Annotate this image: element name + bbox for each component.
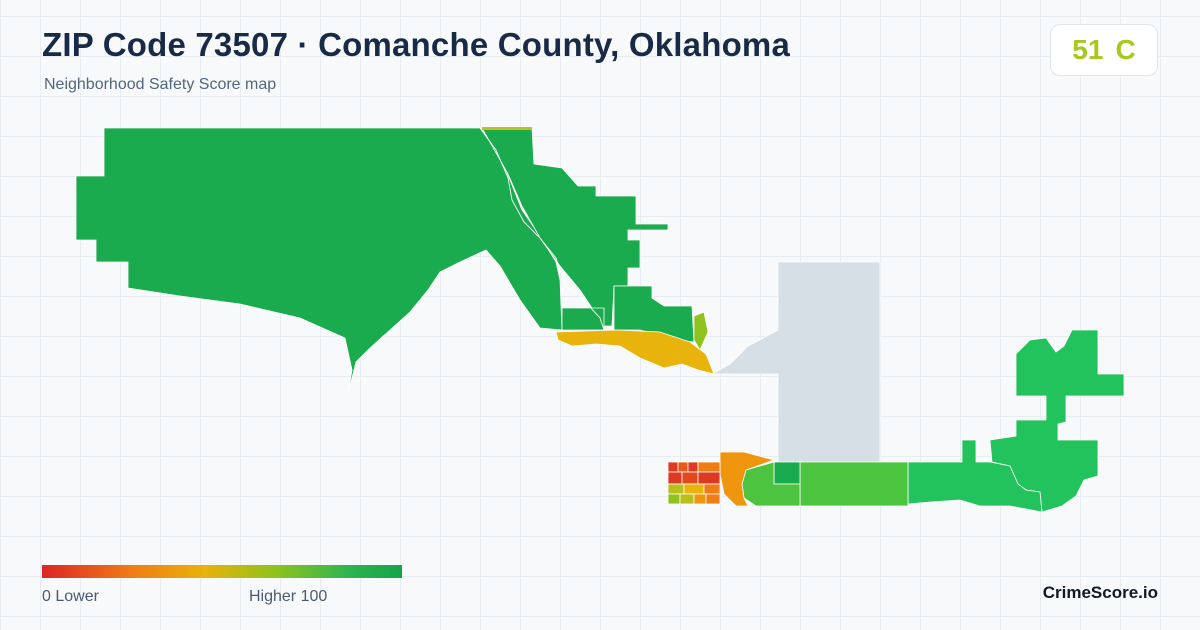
map-region-north-central[interactable] [481, 127, 669, 327]
score-badge: 51 C [1050, 24, 1158, 76]
map-region-amber-river[interactable] [555, 329, 715, 375]
map-region-no-data [710, 261, 881, 465]
map-region-east-block[interactable] [613, 285, 695, 343]
page-subtitle: Neighborhood Safety Score map [44, 76, 277, 93]
map-region-northwest[interactable] [75, 127, 563, 395]
map-region-southeast-band[interactable] [907, 439, 1043, 513]
page-title: ZIP Code 73507 · Comanche County, Oklaho… [42, 26, 791, 63]
legend-high-label: Higher 100 [249, 588, 328, 605]
brand-logo-text[interactable]: CrimeScore.io [1042, 583, 1158, 602]
map-region-river-block[interactable] [561, 307, 605, 331]
map-region-dark-green[interactable] [773, 461, 801, 485]
score-value: 51 [1072, 34, 1104, 65]
map-region-south-central[interactable] [799, 461, 909, 507]
score-grade: C [1115, 34, 1136, 65]
map-region-far-east[interactable] [989, 329, 1125, 513]
map-region-city-grid[interactable] [667, 461, 721, 505]
map-region-orange-east[interactable] [719, 451, 776, 507]
map-region-top-strip[interactable] [482, 127, 532, 130]
legend-color-bar [42, 565, 402, 578]
map-river-line [479, 127, 605, 331]
map-region-sliver[interactable] [693, 311, 709, 351]
legend-low-label: 0 Lower [42, 588, 99, 605]
